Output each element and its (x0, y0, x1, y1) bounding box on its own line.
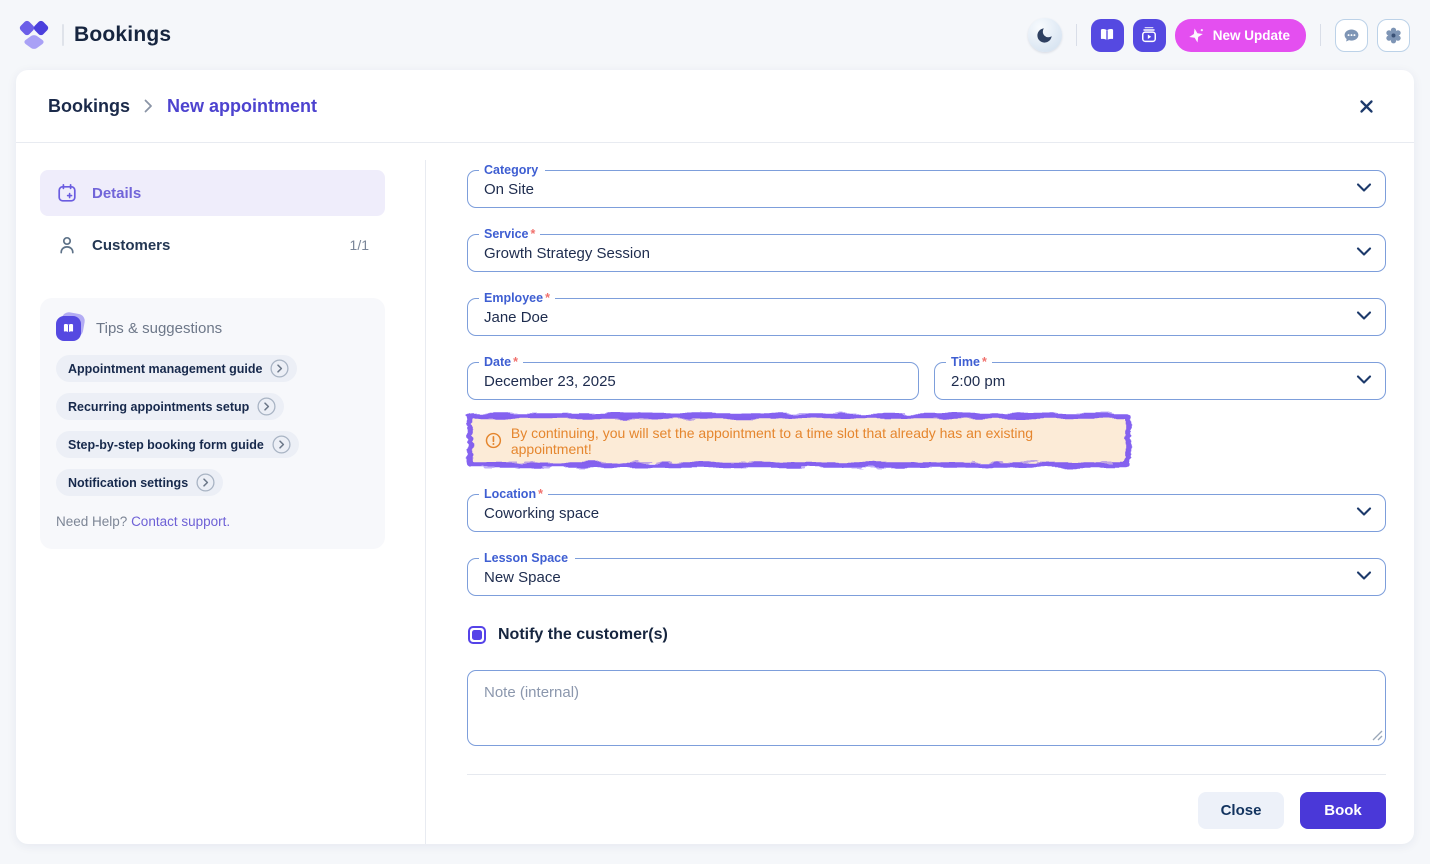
required-asterisk: * (530, 227, 536, 241)
service-value: Growth Strategy Session (484, 244, 650, 262)
contact-support-link[interactable]: Contact support. (131, 514, 231, 529)
tips-book-icon (56, 311, 86, 342)
moon-icon (1037, 27, 1052, 43)
internal-note-textarea[interactable] (467, 670, 1386, 746)
date-label: Date (484, 355, 512, 369)
close-icon (1359, 99, 1373, 113)
brand-divider (62, 24, 64, 46)
person-icon (60, 236, 74, 254)
lesson-space-label: Lesson Space (484, 551, 569, 565)
tips-suggestions-panel: Tips & suggestions Appointment managemen… (40, 298, 385, 549)
chevron-down-icon (1356, 504, 1372, 522)
time-value: 2:00 pm (951, 372, 1006, 390)
lesson-space-value: New Space (484, 568, 561, 586)
conflict-warning-text: By continuing, you will set the appointm… (510, 424, 1034, 457)
new-update-label: New Update (1212, 27, 1290, 43)
tip-link-label: Recurring appointments setup (68, 399, 250, 414)
video-library-icon (1142, 27, 1157, 43)
tip-link-label: Notification settings (68, 475, 189, 490)
tip-link-recurring-appointments-setup[interactable]: Recurring appointments setup (56, 393, 285, 420)
conflict-warning-annotated: By continuing, you will set the appointm… (467, 413, 1131, 468)
chevron-right-circle-icon (257, 397, 276, 416)
chevron-right-circle-icon (196, 473, 215, 492)
header-divider (1075, 24, 1077, 46)
employee-value: Jane Doe (484, 308, 549, 326)
notify-checkbox[interactable] (468, 626, 486, 644)
required-asterisk: * (538, 487, 543, 501)
notify-customers-checkbox-row[interactable]: Notify the customer(s) (468, 626, 1386, 644)
date-input[interactable]: Date * December 23, 2025 (467, 354, 919, 400)
tip-link-label: Appointment management guide (68, 361, 263, 376)
category-value: On Site (484, 180, 535, 198)
book-button[interactable]: Book (1300, 792, 1386, 829)
sidebar-item-details[interactable]: Details (40, 170, 385, 216)
calendar-add-icon (58, 183, 76, 202)
chat-icon (1344, 28, 1359, 42)
breadcrumb: Bookings New appointment (16, 70, 1414, 143)
gear-icon (1386, 27, 1401, 43)
required-asterisk: * (545, 291, 550, 305)
location-select[interactable]: Location * Coworking space (467, 486, 1386, 532)
tip-link-label: Step-by-step booking form guide (68, 437, 264, 452)
required-asterisk: * (513, 355, 518, 369)
brand: Bookings (16, 17, 171, 53)
footer-divider (467, 774, 1386, 775)
close-button[interactable]: Close (1198, 792, 1284, 829)
lesson-space-select[interactable]: Lesson Space New Space (467, 550, 1386, 596)
tip-link-appointment-management-guide[interactable]: Appointment management guide (56, 355, 298, 382)
warning-icon (485, 432, 502, 449)
tip-link-notification-settings[interactable]: Notification settings (56, 469, 224, 496)
chevron-right-circle-icon (270, 359, 290, 378)
required-asterisk: * (981, 355, 987, 369)
category-label: Category (484, 163, 539, 177)
top-header: Bookings N (0, 0, 1430, 70)
new-appointment-dialog: Bookings New appointment Details (16, 70, 1414, 844)
chevron-right-circle-icon (272, 435, 291, 454)
time-label: Time (951, 355, 980, 369)
dark-mode-toggle[interactable] (1027, 18, 1062, 52)
employee-select[interactable]: Employee * Jane Doe (467, 290, 1386, 336)
sidebar-item-label: Customers (92, 236, 171, 254)
time-select[interactable]: Time * 2:00 pm (934, 354, 1386, 400)
header-divider (1320, 24, 1321, 46)
breadcrumb-bookings[interactable]: Bookings (48, 95, 131, 116)
app-logo-icon (19, 20, 49, 49)
video-tutorials-button[interactable] (1132, 18, 1166, 52)
close-dialog-button[interactable] (1352, 92, 1380, 120)
feedback-chat-button[interactable] (1335, 18, 1368, 52)
employee-label: Employee (484, 291, 544, 305)
new-update-button[interactable]: New Update (1174, 18, 1306, 52)
star-icon (1188, 28, 1203, 42)
service-select[interactable]: Service * Growth Strategy Session (467, 226, 1386, 272)
chevron-down-icon (1356, 372, 1372, 390)
tip-link-step-by-step-booking-form-guide[interactable]: Step-by-step booking form guide (56, 431, 299, 458)
appointment-steps-sidebar: Details Customers 1/1 (40, 170, 385, 844)
conflict-warning-banner: By continuing, you will set the appointm… (471, 417, 1127, 464)
service-label: Service (484, 227, 529, 241)
location-value: Coworking space (484, 504, 600, 522)
chevron-down-icon (1356, 308, 1372, 326)
customers-count-badge: 1/1 (349, 237, 369, 253)
chevron-down-icon (1356, 244, 1372, 262)
need-help-text: Need Help? (56, 514, 128, 529)
location-label: Location (484, 487, 537, 501)
guide-button[interactable] (1090, 18, 1124, 52)
chevron-right-icon (144, 99, 153, 113)
category-select[interactable]: Category On Site (467, 162, 1386, 208)
breadcrumb-current: New appointment (167, 95, 318, 116)
app-title: Bookings (74, 23, 172, 46)
chevron-down-icon (1356, 180, 1372, 198)
book-icon (1101, 29, 1114, 41)
content-divider (425, 160, 426, 844)
sidebar-item-label: Details (92, 184, 142, 202)
chevron-down-icon (1356, 568, 1372, 586)
settings-button[interactable] (1377, 18, 1410, 52)
tips-panel-title: Tips & suggestions (96, 320, 223, 337)
notify-label: Notify the customer(s) (498, 626, 668, 643)
date-value: December 23, 2025 (484, 372, 616, 390)
sidebar-item-customers[interactable]: Customers 1/1 (40, 222, 385, 268)
appointment-form: Category On Site Service * Growth Strateg… (467, 162, 1386, 844)
